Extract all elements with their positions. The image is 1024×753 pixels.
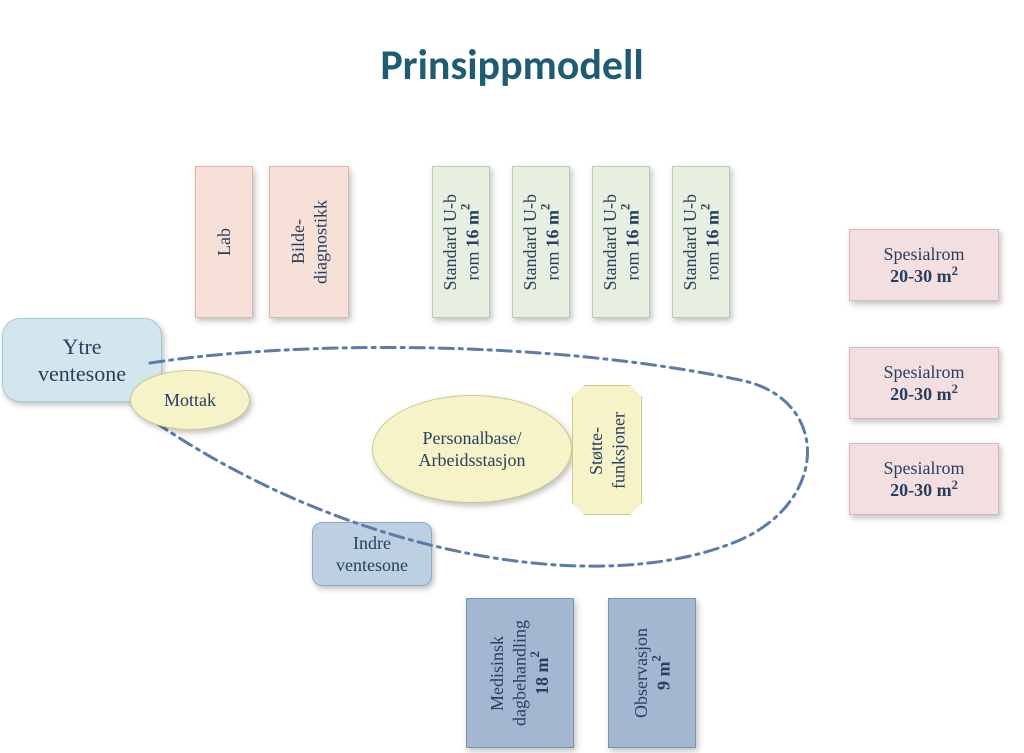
box-medisinsk: Medisinskdagbehandling18 m2	[466, 598, 574, 748]
page-title: Prinsippmodell	[0, 40, 1024, 91]
box-personalbase: Personalbase/Arbeidsstasjon	[372, 395, 572, 503]
diagram-stage: Prinsippmodell Lab Bilde-diagnostikk Stand…	[0, 0, 1024, 753]
box-label: Standard U-brom 16 m2	[439, 194, 484, 290]
box-bilde: Bilde-diagnostikk	[269, 166, 349, 318]
box-label: Observasjon9 m2	[630, 628, 675, 718]
box-label: Spesialrom20-30 m2	[884, 457, 965, 502]
box-spesial3: Spesialrom20-30 m2	[849, 443, 999, 515]
box-label: Spesialrom20-30 m2	[884, 361, 965, 406]
box-label: Personalbase/Arbeidsstasjon	[419, 427, 526, 472]
box-stotte: Støtte-funksjoner	[572, 385, 642, 515]
box-ub1: Standard U-brom 16 m2	[432, 166, 490, 318]
box-label: Bilde-diagnostikk	[287, 200, 332, 284]
box-label: Standard U-brom 16 m2	[679, 194, 724, 290]
box-label: Standard U-brom 16 m2	[599, 194, 644, 290]
box-label: Lab	[213, 228, 236, 256]
box-lab: Lab	[195, 166, 253, 318]
box-label: Standard U-brom 16 m2	[519, 194, 564, 290]
box-indre: Indreventesone	[312, 522, 432, 586]
box-label: Støtte-funksjoner	[585, 412, 630, 489]
box-mottak: Mottak	[130, 370, 250, 430]
box-observasjon: Observasjon9 m2	[608, 598, 696, 748]
box-label: Medisinskdagbehandling18 m2	[486, 620, 554, 726]
box-label: Spesialrom20-30 m2	[884, 243, 965, 288]
box-label: Mottak	[164, 389, 216, 412]
box-ub3: Standard U-brom 16 m2	[592, 166, 650, 318]
box-spesial1: Spesialrom20-30 m2	[849, 229, 999, 301]
box-ub2: Standard U-brom 16 m2	[512, 166, 570, 318]
box-label: Ytreventesone	[38, 333, 126, 388]
box-spesial2: Spesialrom20-30 m2	[849, 347, 999, 419]
box-ub4: Standard U-brom 16 m2	[672, 166, 730, 318]
box-label: Indreventesone	[336, 532, 408, 577]
